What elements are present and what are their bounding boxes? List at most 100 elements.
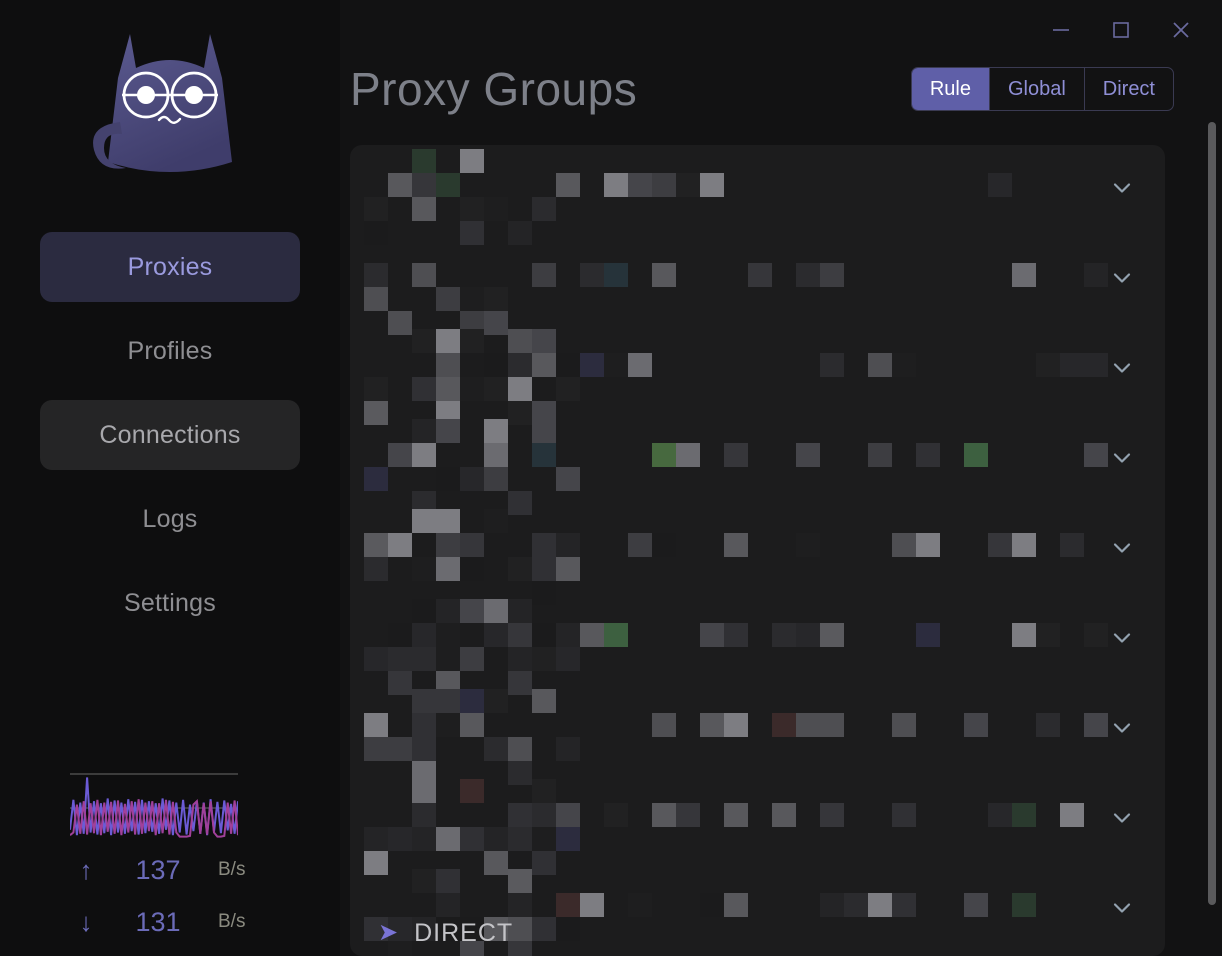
censored-block	[484, 599, 508, 623]
scrollbar-track[interactable]	[1206, 0, 1218, 956]
censored-block	[700, 173, 724, 197]
censored-block	[1084, 713, 1108, 737]
upload-rate-value: 137	[135, 854, 181, 885]
chevron-down-icon[interactable]	[1109, 175, 1135, 206]
sidebar-item-proxies[interactable]: Proxies	[40, 232, 300, 302]
censored-block	[796, 533, 820, 557]
chevron-down-icon[interactable]	[1109, 445, 1135, 476]
censored-block	[580, 353, 604, 377]
censored-block	[604, 173, 628, 197]
mode-tab-direct[interactable]: Direct	[1102, 77, 1155, 100]
chevron-down-icon[interactable]	[1109, 535, 1135, 566]
proxy-group-row[interactable]	[350, 595, 1165, 695]
censored-block	[988, 803, 1012, 827]
censored-block	[652, 713, 676, 737]
censored-block	[820, 893, 844, 917]
chevron-down-icon[interactable]	[1109, 265, 1135, 296]
censored-block	[412, 197, 436, 221]
censored-block	[484, 419, 508, 443]
proxy-group-row[interactable]	[350, 685, 1165, 785]
censored-block	[676, 443, 700, 467]
chevron-down-icon[interactable]	[1109, 355, 1135, 386]
chevron-down-icon[interactable]	[1109, 625, 1135, 656]
sidebar-item-logs[interactable]: Logs	[40, 484, 300, 554]
censored-block	[556, 893, 580, 917]
censored-block	[460, 329, 484, 353]
proxy-group-row[interactable]	[350, 415, 1165, 515]
censored-block	[412, 149, 436, 173]
censored-block	[532, 353, 556, 377]
censored-block	[556, 827, 580, 851]
censored-block	[364, 263, 388, 287]
sidebar-item-connections[interactable]: Connections	[40, 400, 300, 470]
censored-block	[436, 533, 460, 557]
censored-block	[436, 623, 460, 647]
direct-proxy-entry[interactable]: ➤ DIRECT	[350, 910, 1165, 956]
censored-block	[460, 533, 484, 557]
censored-block	[508, 623, 532, 647]
sidebar-item-label: Logs	[142, 504, 198, 533]
censored-block	[460, 599, 484, 623]
censored-block	[892, 893, 916, 917]
sidebar-item-profiles[interactable]: Profiles	[40, 316, 300, 386]
censored-block	[772, 713, 796, 737]
censored-block	[460, 287, 484, 311]
chevron-down-icon[interactable]	[1109, 895, 1135, 926]
censored-block	[508, 827, 532, 851]
censored-block	[364, 197, 388, 221]
censored-block	[796, 623, 820, 647]
close-button[interactable]	[1162, 12, 1200, 48]
censored-block	[388, 173, 412, 197]
chevron-down-icon[interactable]	[1109, 715, 1135, 746]
censored-block	[700, 893, 724, 917]
censored-block	[652, 263, 676, 287]
censored-block	[1012, 263, 1036, 287]
minimize-button[interactable]	[1042, 12, 1080, 48]
censored-block	[508, 803, 532, 827]
proxy-group-row[interactable]	[350, 325, 1165, 425]
proxy-group-row[interactable]	[350, 865, 1165, 956]
censored-block	[484, 827, 508, 851]
censored-block	[988, 173, 1012, 197]
censored-block	[388, 647, 412, 671]
censored-block	[436, 287, 460, 311]
censored-block	[484, 197, 508, 221]
censored-block	[412, 329, 436, 353]
censored-block	[436, 557, 460, 581]
proxy-group-row[interactable]	[350, 505, 1165, 605]
censored-block	[556, 557, 580, 581]
censored-block	[388, 311, 412, 335]
mode-tab-global[interactable]: Global	[990, 68, 1085, 110]
censored-block	[724, 893, 748, 917]
download-rate-unit: B/s	[218, 911, 246, 932]
censored-block	[388, 671, 412, 695]
censored-block	[1060, 533, 1084, 557]
censored-block	[628, 173, 652, 197]
censored-block	[484, 623, 508, 647]
censored-block	[532, 533, 556, 557]
censored-block	[1060, 353, 1084, 377]
maximize-button[interactable]	[1102, 12, 1140, 48]
censored-block	[820, 803, 844, 827]
proxy-group-row[interactable]	[350, 775, 1165, 875]
censored-block	[412, 917, 436, 941]
proxy-group-row[interactable]	[350, 235, 1165, 335]
censored-block	[412, 557, 436, 581]
chevron-down-icon[interactable]	[1109, 805, 1135, 836]
censored-block	[508, 647, 532, 671]
censored-block	[1036, 623, 1060, 647]
censored-block	[412, 443, 436, 467]
censored-block	[532, 197, 556, 221]
minimize-icon	[1053, 29, 1069, 31]
censored-block	[508, 671, 532, 695]
censored-block	[820, 713, 844, 737]
proxy-group-row[interactable]	[350, 145, 1165, 245]
censored-block	[820, 263, 844, 287]
scrollbar-thumb[interactable]	[1208, 122, 1216, 905]
mode-tab-rule[interactable]: Rule	[911, 68, 990, 110]
censored-block	[1036, 353, 1060, 377]
censored-block	[364, 287, 388, 311]
censored-block	[1084, 443, 1108, 467]
censored-block	[412, 509, 436, 533]
sidebar-item-settings[interactable]: Settings	[40, 568, 300, 638]
